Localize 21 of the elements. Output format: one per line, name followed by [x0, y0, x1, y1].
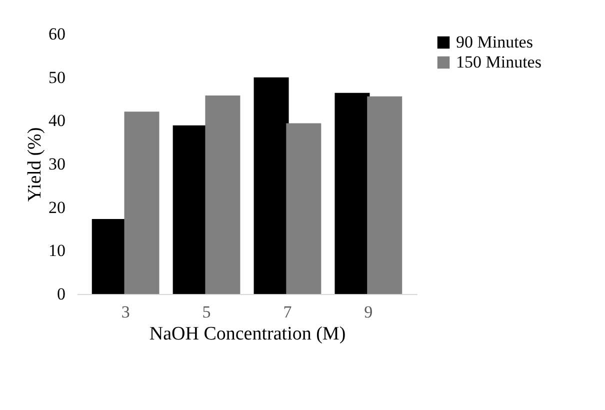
y-tick-label: 50: [48, 68, 66, 87]
y-tick-label: 30: [48, 154, 66, 174]
y-tick-label: 40: [48, 111, 66, 130]
bar: [367, 96, 402, 294]
legend-label: 150 Minutes: [456, 52, 542, 72]
y-tick-label: 60: [48, 24, 66, 44]
x-tick-label: 7: [283, 302, 292, 322]
y-tick-label: 10: [48, 241, 66, 260]
x-tick-label: 3: [121, 302, 130, 322]
y-axis-title: Yield (%): [24, 127, 46, 202]
legend-label: 90 Minutes: [456, 32, 533, 52]
y-tick-label: 20: [48, 198, 66, 217]
bar: [334, 92, 370, 294]
x-tick-label: 5: [202, 302, 211, 322]
bar: [124, 112, 160, 294]
y-tick-label: 0: [57, 284, 66, 304]
x-axis-title: NaOH Concentration (M): [149, 324, 346, 344]
bar: [286, 123, 322, 294]
x-tick-label: 9: [364, 302, 373, 322]
bar: [254, 77, 289, 294]
bar: [205, 96, 240, 294]
